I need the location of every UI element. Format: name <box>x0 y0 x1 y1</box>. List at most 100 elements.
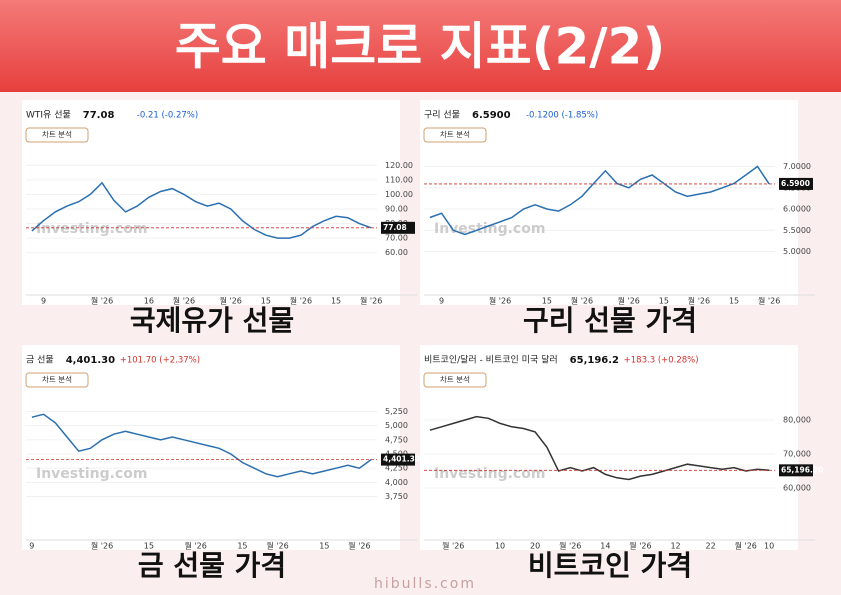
watermark: Investing.com <box>36 466 147 482</box>
y-tick-label: 4,000 <box>385 478 408 487</box>
ai-button-label: 차트 분석 <box>42 374 72 384</box>
x-tick-label: 월 '26 <box>442 541 464 551</box>
page-title: 주요 매크로 지표(2/2) <box>175 18 665 76</box>
chart-caption: 국제유가 선물 <box>130 304 294 337</box>
x-tick-label: 14 <box>600 542 610 551</box>
last-price-label: 65,196.20 <box>781 465 823 474</box>
y-tick-label: 120.00 <box>385 161 413 170</box>
last-price-label: 6.5900 <box>781 179 810 188</box>
y-tick-label: 60,000 <box>783 484 811 493</box>
y-tick-label: 70,000 <box>783 450 811 459</box>
ai-button[interactable] <box>423 127 487 143</box>
y-tick-label: 80,000 <box>783 416 811 425</box>
x-tick-label: 10 <box>495 542 505 551</box>
chart-caption: 비트코인 가격 <box>528 549 692 582</box>
watermark: Investing.com <box>434 466 545 482</box>
x-tick-label: 12 <box>670 542 680 551</box>
last-price-tag <box>779 177 813 190</box>
y-tick-label: 4,250 <box>385 464 408 473</box>
x-tick-label: 월 '26 <box>220 296 242 306</box>
last-price-tag <box>381 221 415 234</box>
y-tick-label: 5.0000 <box>783 247 811 256</box>
last-price-label: 4,401.30 <box>383 455 420 464</box>
x-tick-label: 15 <box>261 297 271 306</box>
x-tick-label: 월 '26 <box>173 296 195 306</box>
x-tick-label: 월 '26 <box>629 541 651 551</box>
x-tick-label: 월 '26 <box>360 296 382 306</box>
x-tick-label: 10 <box>764 542 774 551</box>
last-price-tag <box>381 453 415 466</box>
price-line <box>429 415 770 481</box>
chart-price: 6.5900 <box>472 110 511 121</box>
x-tick-label: 월 '26 <box>489 296 511 306</box>
y-tick-label: 4,750 <box>385 435 408 444</box>
chart-price: 65,196.2 <box>570 355 619 366</box>
x-tick-label: 9 <box>439 297 444 306</box>
ai-button-label: 차트 분석 <box>440 129 470 139</box>
last-price-label: 77.08 <box>383 223 407 232</box>
x-tick-label: 월 '26 <box>571 296 593 306</box>
y-tick-label: 3,750 <box>385 492 408 501</box>
chart-change: -0.1200 (-1.85%) <box>526 111 598 121</box>
chart-price: 4,401.30 <box>66 355 115 366</box>
footer-site: hibulls.com <box>374 576 476 592</box>
ai-button[interactable] <box>423 372 487 388</box>
chart-change: +101.70 (+2.37%) <box>120 356 200 366</box>
y-tick-label: 7.0000 <box>783 162 811 171</box>
chart-title: 금 선물 <box>26 355 54 366</box>
x-tick-label: 9 <box>29 542 34 551</box>
ai-button[interactable] <box>25 127 89 143</box>
x-tick-label: 22 <box>706 542 716 551</box>
ai-button-label: 차트 분석 <box>42 129 72 139</box>
x-tick-label: 15 <box>331 297 341 306</box>
chart-title: 구리 선물 <box>424 110 460 121</box>
chart-price: 77.08 <box>83 110 115 121</box>
x-tick-label: 16 <box>144 297 154 306</box>
chart-title: 비트코인/달러 - 비트코인 미국 달러 <box>424 354 558 366</box>
chart-title: WTI유 선물 <box>26 110 71 121</box>
x-tick-label: 월 '26 <box>266 541 288 551</box>
y-tick-label: 6.0000 <box>783 205 811 214</box>
y-tick-label: 60.00 <box>385 248 408 257</box>
x-tick-label: 20 <box>530 542 540 551</box>
x-tick-label: 월 '26 <box>559 541 581 551</box>
x-tick-label: 월 '26 <box>91 541 113 551</box>
watermark: Investing.com <box>36 221 147 237</box>
price-line <box>31 181 372 239</box>
y-tick-label: 100.00 <box>385 190 413 199</box>
ai-button[interactable] <box>25 372 89 388</box>
x-tick-label: 15 <box>237 542 247 551</box>
x-tick-label: 15 <box>729 297 739 306</box>
chart-caption: 금 선물 가격 <box>138 549 286 582</box>
price-line <box>429 165 770 236</box>
price-line <box>31 413 372 478</box>
x-tick-label: 월 '26 <box>348 541 370 551</box>
x-tick-label: 15 <box>144 542 154 551</box>
x-tick-label: 월 '26 <box>618 296 640 306</box>
x-tick-label: 월 '26 <box>688 296 710 306</box>
header-band <box>0 0 841 92</box>
x-tick-label: 월 '26 <box>91 296 113 306</box>
y-tick-label: 110.00 <box>385 175 413 184</box>
x-tick-label: 월 '26 <box>185 541 207 551</box>
x-tick-label: 15 <box>319 542 329 551</box>
y-tick-label: 90.00 <box>385 205 408 214</box>
chart-change: -0.21 (-0.27%) <box>137 111 198 121</box>
x-tick-label: 월 '26 <box>758 296 780 306</box>
chart-caption: 구리 선물 가격 <box>523 304 697 337</box>
watermark: Investing.com <box>434 221 545 237</box>
y-tick-label: 5.5000 <box>783 226 811 235</box>
last-price-tag <box>779 464 813 477</box>
x-tick-label: 월 '26 <box>735 541 757 551</box>
chart-change: +183.3 (+0.28%) <box>624 356 699 366</box>
y-tick-label: 70.00 <box>385 234 408 243</box>
y-tick-label: 5,000 <box>385 421 408 430</box>
x-tick-label: 9 <box>41 297 46 306</box>
x-tick-label: 15 <box>659 297 669 306</box>
x-tick-label: 15 <box>542 297 552 306</box>
ai-button-label: 차트 분석 <box>440 374 470 384</box>
x-tick-label: 월 '26 <box>290 296 312 306</box>
